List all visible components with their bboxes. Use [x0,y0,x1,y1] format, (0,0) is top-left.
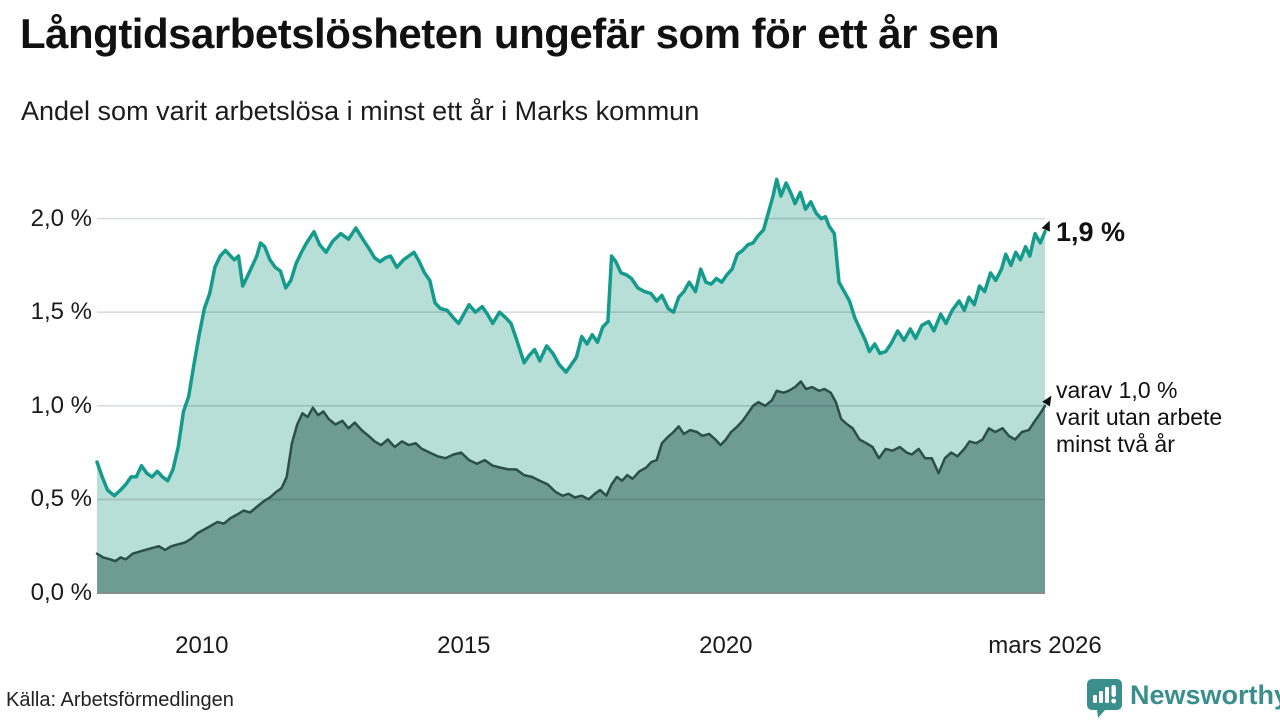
page-title: Långtidsarbetslösheten ungefär som för e… [20,10,1000,57]
x-tick-mars 2026: mars 2026 [988,632,1102,659]
y-tick-0,0 %: 0,0 % [30,579,92,606]
brand-name: Newsworthy [1130,680,1280,710]
series1-end-arrow-icon [1041,220,1050,232]
y-tick-1,5 %: 1,5 % [30,298,92,326]
series2-line [95,380,1047,563]
series2-end-value-line2: varit utan arbete [1056,404,1223,430]
series2-end-value-line1: varav 1,0 % [1056,377,1178,403]
x-tick-2010: 2010 [175,632,229,659]
brand-logo: Newsworthy [1086,678,1280,718]
x-tick-2015: 2015 [437,632,491,659]
series2-end-value-label: varav 1,0 % varit utan arbete minst två … [1056,377,1222,458]
series2-end-value-line3: minst två år [1056,431,1175,457]
newsworthy-logo-icon [1087,679,1122,718]
page-subtitle: Andel som varit arbetslösa i minst ett å… [21,96,700,126]
source-credit: Källa: Arbetsförmedlingen [6,689,234,711]
series1-end-value-label: 1,9 % [1056,217,1126,247]
y-tick-1,0 %: 1,0 % [30,391,92,419]
series2-end-arrow-icon [1042,395,1052,407]
series2-area [97,381,1045,593]
chart-plot [95,177,1052,594]
x-tick-2020: 2020 [699,632,753,659]
y-tick-0,5 %: 0,5 % [30,485,92,513]
series1-line [95,177,1047,498]
y-tick-2,0 %: 2,0 % [30,204,92,232]
